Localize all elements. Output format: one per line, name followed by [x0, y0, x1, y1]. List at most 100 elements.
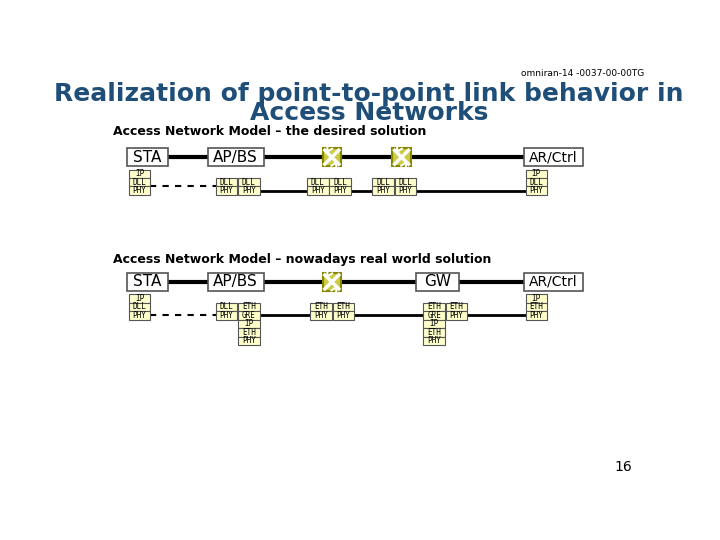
FancyBboxPatch shape — [423, 311, 445, 320]
FancyBboxPatch shape — [307, 178, 329, 186]
Text: PHY: PHY — [529, 186, 544, 195]
Text: DLL: DLL — [132, 302, 147, 312]
Text: Access Network Model – nowadays real world solution: Access Network Model – nowadays real wor… — [113, 253, 492, 266]
Text: DLL: DLL — [333, 178, 347, 187]
FancyBboxPatch shape — [526, 294, 547, 303]
Text: PHY: PHY — [398, 186, 413, 195]
Text: Access Networks: Access Networks — [250, 101, 488, 125]
Text: IP: IP — [532, 294, 541, 303]
Text: DLL: DLL — [242, 178, 256, 187]
Text: IP: IP — [135, 169, 144, 178]
FancyBboxPatch shape — [446, 303, 467, 311]
Text: AR/Ctrl: AR/Ctrl — [529, 275, 577, 289]
Text: ETH: ETH — [242, 328, 256, 337]
Text: PHY: PHY — [132, 186, 147, 195]
FancyBboxPatch shape — [238, 311, 260, 320]
FancyBboxPatch shape — [423, 320, 445, 328]
FancyBboxPatch shape — [423, 336, 445, 345]
FancyBboxPatch shape — [215, 311, 238, 320]
FancyBboxPatch shape — [446, 311, 467, 320]
Text: PHY: PHY — [449, 311, 464, 320]
Text: PHY: PHY — [242, 336, 256, 346]
Text: PHY: PHY — [132, 311, 147, 320]
FancyBboxPatch shape — [392, 148, 411, 166]
FancyBboxPatch shape — [238, 328, 260, 336]
FancyBboxPatch shape — [423, 328, 445, 336]
Text: AP/BS: AP/BS — [213, 150, 258, 165]
Text: PHY: PHY — [529, 311, 544, 320]
FancyBboxPatch shape — [333, 303, 354, 311]
FancyBboxPatch shape — [323, 148, 341, 166]
FancyBboxPatch shape — [129, 311, 150, 320]
FancyBboxPatch shape — [526, 170, 547, 178]
Text: Access Network Model – the desired solution: Access Network Model – the desired solut… — [113, 125, 427, 138]
FancyBboxPatch shape — [330, 178, 351, 186]
FancyBboxPatch shape — [129, 294, 150, 303]
Text: PHY: PHY — [336, 311, 351, 320]
Text: PHY: PHY — [220, 311, 233, 320]
Text: 16: 16 — [615, 461, 632, 475]
FancyBboxPatch shape — [372, 178, 394, 186]
FancyBboxPatch shape — [215, 178, 238, 186]
Text: IP: IP — [532, 169, 541, 178]
Text: ETH: ETH — [242, 302, 256, 312]
FancyBboxPatch shape — [526, 178, 547, 186]
FancyBboxPatch shape — [238, 178, 260, 186]
Text: IP: IP — [429, 319, 438, 328]
FancyBboxPatch shape — [129, 178, 150, 186]
Text: ETH: ETH — [449, 302, 464, 312]
Text: DLL: DLL — [220, 178, 233, 187]
FancyBboxPatch shape — [127, 148, 168, 166]
Text: PHY: PHY — [376, 186, 390, 195]
FancyBboxPatch shape — [372, 186, 394, 195]
Text: PHY: PHY — [427, 336, 441, 346]
Text: DLL: DLL — [311, 178, 325, 187]
FancyBboxPatch shape — [526, 303, 547, 311]
Text: IP: IP — [135, 294, 144, 303]
FancyBboxPatch shape — [127, 273, 168, 291]
Text: PHY: PHY — [314, 311, 328, 320]
FancyBboxPatch shape — [238, 186, 260, 195]
FancyBboxPatch shape — [395, 186, 416, 195]
FancyBboxPatch shape — [129, 303, 150, 311]
FancyBboxPatch shape — [524, 273, 583, 291]
FancyBboxPatch shape — [333, 311, 354, 320]
Text: ETH: ETH — [427, 328, 441, 337]
Text: ETH: ETH — [314, 302, 328, 312]
Text: AP/BS: AP/BS — [213, 274, 258, 289]
Text: Realization of point-to-point link behavior in: Realization of point-to-point link behav… — [54, 82, 684, 106]
Text: ETH: ETH — [336, 302, 351, 312]
FancyBboxPatch shape — [310, 311, 332, 320]
FancyBboxPatch shape — [238, 303, 260, 311]
FancyBboxPatch shape — [415, 273, 459, 291]
FancyBboxPatch shape — [330, 186, 351, 195]
Text: ETH: ETH — [529, 302, 544, 312]
Text: IP: IP — [244, 319, 253, 328]
Text: STA: STA — [133, 150, 161, 165]
FancyBboxPatch shape — [129, 186, 150, 195]
FancyBboxPatch shape — [238, 320, 260, 328]
Text: ETH: ETH — [427, 302, 441, 312]
FancyBboxPatch shape — [524, 148, 583, 166]
FancyBboxPatch shape — [238, 336, 260, 345]
Text: GRE: GRE — [242, 311, 256, 320]
Text: DLL: DLL — [220, 302, 233, 312]
Text: DLL: DLL — [398, 178, 413, 187]
FancyBboxPatch shape — [323, 273, 341, 291]
Text: GW: GW — [423, 274, 451, 289]
FancyBboxPatch shape — [310, 303, 332, 311]
FancyBboxPatch shape — [215, 186, 238, 195]
FancyBboxPatch shape — [208, 148, 264, 166]
FancyBboxPatch shape — [129, 170, 150, 178]
Text: AR/Ctrl: AR/Ctrl — [529, 150, 577, 164]
Text: PHY: PHY — [333, 186, 347, 195]
Text: omniran-14 -0037-00-00TG: omniran-14 -0037-00-00TG — [521, 70, 644, 78]
Text: STA: STA — [133, 274, 161, 289]
FancyBboxPatch shape — [526, 311, 547, 320]
FancyBboxPatch shape — [307, 186, 329, 195]
FancyBboxPatch shape — [215, 303, 238, 311]
Text: DLL: DLL — [132, 178, 147, 187]
FancyBboxPatch shape — [395, 178, 416, 186]
Text: DLL: DLL — [376, 178, 390, 187]
Text: GRE: GRE — [427, 311, 441, 320]
